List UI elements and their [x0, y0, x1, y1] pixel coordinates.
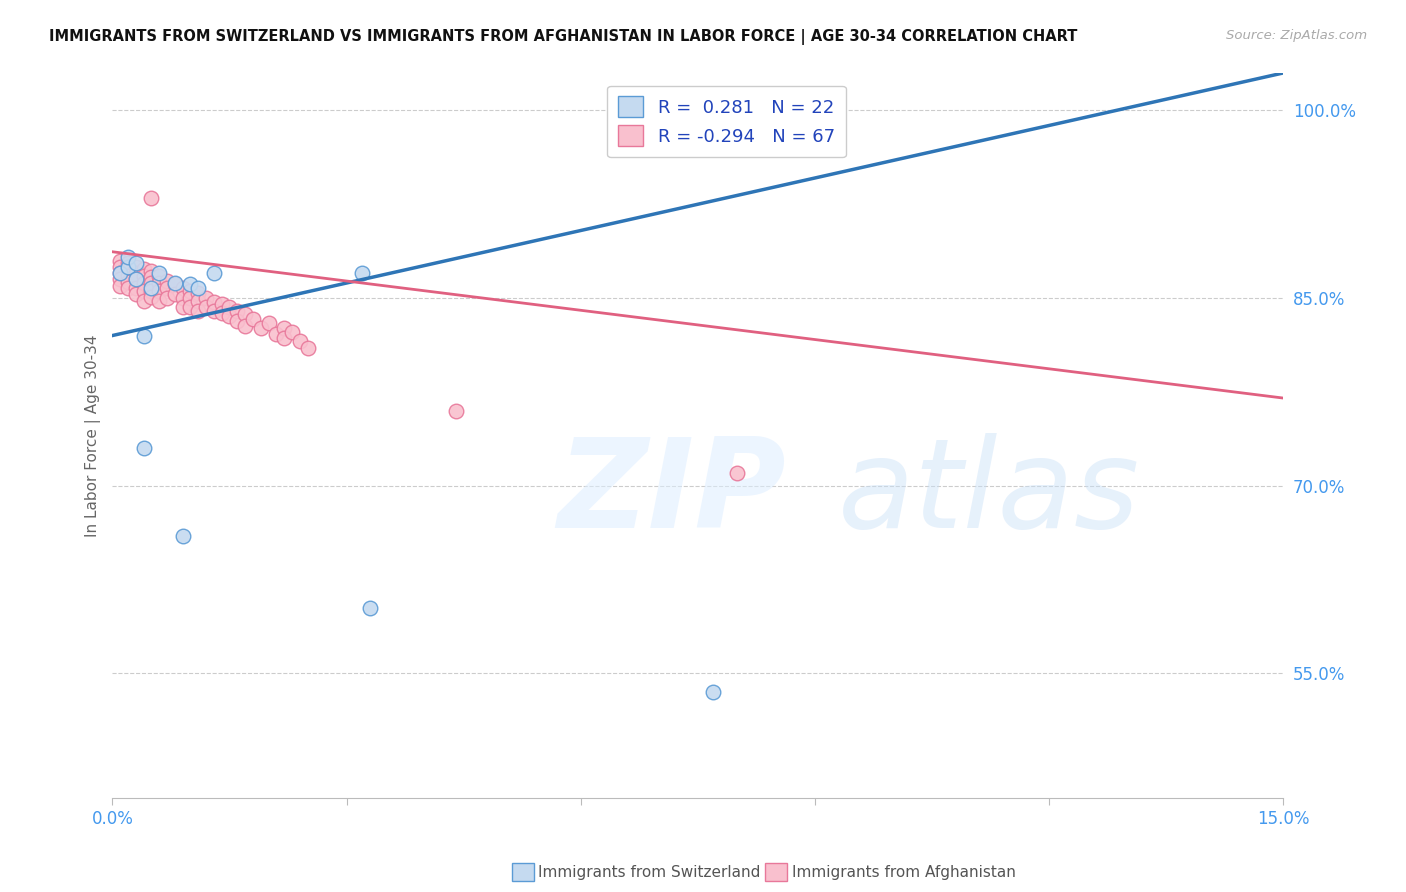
- Point: [156, 273, 179, 287]
- Point: [117, 260, 139, 274]
- Point: [125, 287, 148, 301]
- Text: atlas: atlas: [838, 434, 1140, 554]
- Point: [297, 341, 319, 355]
- Point: [679, 128, 702, 143]
- Point: [179, 291, 201, 305]
- Point: [695, 103, 717, 118]
- Point: [686, 116, 709, 130]
- Point: [156, 281, 179, 295]
- Point: [172, 300, 194, 314]
- Point: [132, 284, 155, 298]
- Text: Source: ZipAtlas.com: Source: ZipAtlas.com: [1226, 29, 1367, 43]
- Point: [281, 325, 304, 339]
- Point: [125, 266, 148, 280]
- Point: [125, 281, 148, 295]
- Point: [148, 284, 170, 298]
- Point: [444, 403, 467, 417]
- Point: [163, 277, 186, 292]
- Point: [132, 441, 155, 455]
- Point: [148, 268, 170, 283]
- Point: [179, 284, 201, 298]
- Point: [249, 321, 271, 335]
- Point: [163, 287, 186, 301]
- Point: [273, 321, 295, 335]
- Point: [132, 276, 155, 290]
- Point: [179, 300, 201, 314]
- Point: [117, 281, 139, 295]
- Point: [110, 253, 132, 268]
- Point: [202, 294, 225, 309]
- Point: [125, 272, 148, 286]
- Point: [187, 286, 209, 301]
- Text: Immigrants from Afghanistan: Immigrants from Afghanistan: [792, 865, 1015, 880]
- Text: ZIP: ZIP: [557, 434, 786, 554]
- Point: [226, 303, 249, 318]
- Point: [211, 306, 233, 320]
- Point: [172, 528, 194, 542]
- Point: [132, 328, 155, 343]
- Y-axis label: In Labor Force | Age 30-34: In Labor Force | Age 30-34: [86, 334, 101, 537]
- Point: [233, 307, 256, 321]
- Point: [132, 262, 155, 277]
- Point: [132, 268, 155, 283]
- Point: [110, 260, 132, 274]
- Point: [352, 266, 374, 280]
- Point: [141, 284, 163, 298]
- Point: [110, 278, 132, 293]
- Point: [141, 269, 163, 284]
- Point: [117, 256, 139, 270]
- Point: [242, 312, 264, 326]
- Text: IMMIGRANTS FROM SWITZERLAND VS IMMIGRANTS FROM AFGHANISTAN IN LABOR FORCE | AGE : IMMIGRANTS FROM SWITZERLAND VS IMMIGRANT…: [49, 29, 1077, 45]
- Point: [266, 327, 288, 342]
- Point: [172, 291, 194, 305]
- Point: [117, 268, 139, 283]
- Point: [257, 316, 280, 330]
- Point: [679, 103, 702, 118]
- Point: [163, 276, 186, 290]
- Point: [273, 331, 295, 345]
- Point: [202, 266, 225, 280]
- Point: [226, 313, 249, 327]
- Point: [172, 281, 194, 295]
- Point: [218, 309, 240, 323]
- Text: Immigrants from Switzerland: Immigrants from Switzerland: [538, 865, 761, 880]
- Point: [141, 290, 163, 304]
- Point: [156, 291, 179, 305]
- Point: [288, 334, 311, 348]
- Point: [202, 303, 225, 318]
- Point: [110, 272, 132, 286]
- Point: [125, 256, 148, 270]
- Point: [125, 260, 148, 274]
- Point: [141, 276, 163, 290]
- Point: [187, 281, 209, 295]
- Point: [110, 266, 132, 280]
- Point: [725, 466, 748, 480]
- Point: [117, 275, 139, 289]
- Point: [141, 263, 163, 277]
- Point: [117, 262, 139, 277]
- Point: [148, 266, 170, 280]
- Point: [179, 277, 201, 292]
- Point: [195, 300, 218, 314]
- Point: [148, 293, 170, 308]
- Point: [141, 191, 163, 205]
- Point: [132, 293, 155, 308]
- Point: [110, 266, 132, 280]
- Point: [695, 135, 717, 149]
- Point: [125, 272, 148, 286]
- Point: [211, 297, 233, 311]
- Point: [187, 303, 209, 318]
- Point: [218, 300, 240, 314]
- Point: [702, 685, 724, 699]
- Point: [187, 293, 209, 308]
- Point: [195, 291, 218, 305]
- Point: [233, 318, 256, 333]
- Point: [359, 601, 381, 615]
- Point: [141, 281, 163, 295]
- Legend: R =  0.281   N = 22, R = -0.294   N = 67: R = 0.281 N = 22, R = -0.294 N = 67: [607, 86, 846, 157]
- Point: [148, 276, 170, 290]
- Point: [117, 250, 139, 264]
